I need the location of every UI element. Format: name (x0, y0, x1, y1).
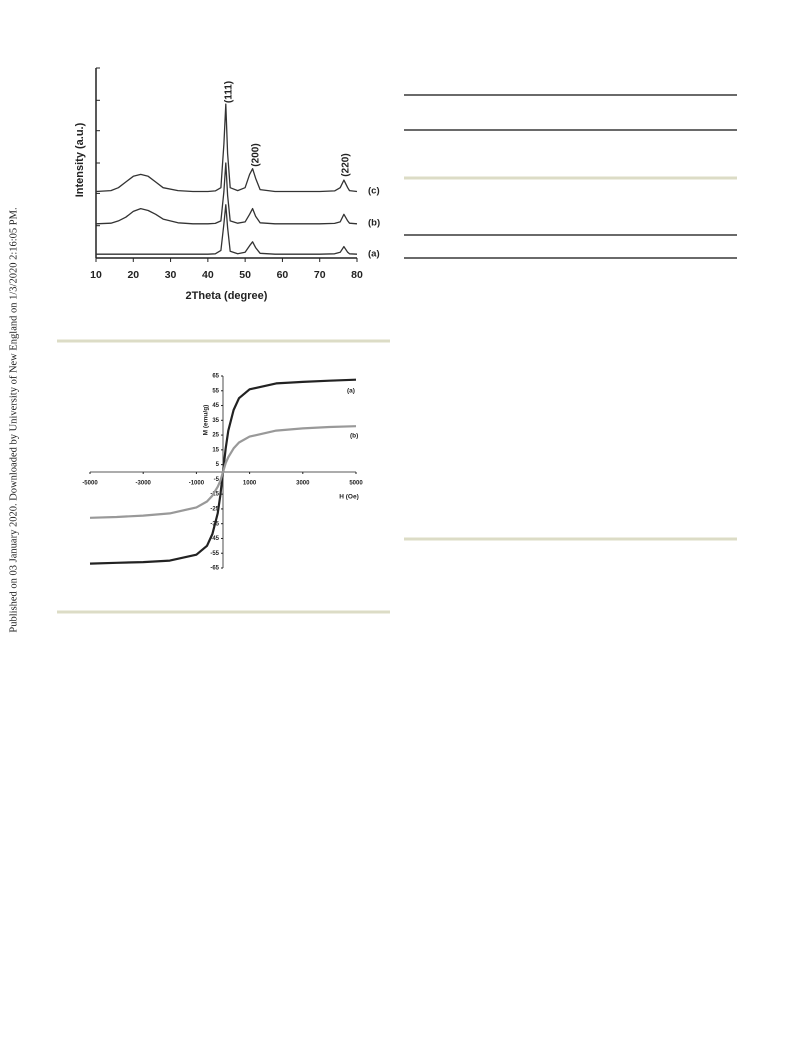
x-tick-label: 50 (239, 269, 251, 281)
curve-label: (c) (368, 186, 380, 197)
y-tick-label: 55 (212, 388, 219, 394)
x-tick-label: -3000 (136, 481, 152, 487)
y-tick-label: 25 (212, 433, 219, 439)
curve (95, 162, 358, 225)
y-axis-label: M (emu/g) (203, 405, 210, 436)
y-tick-label: -5 (214, 477, 220, 483)
x-tick-label: 30 (165, 269, 177, 281)
x-tick-label: 1000 (243, 481, 257, 487)
peak-label: (111) (224, 81, 235, 103)
x-tick-label: -1000 (189, 481, 205, 487)
x-tick-label: 10 (90, 269, 102, 281)
y-tick-label: 15 (212, 447, 219, 453)
y-tick-label: -25 (210, 507, 219, 513)
x-tick-label: 3000 (296, 481, 310, 487)
y-tick-label: 45 (212, 403, 219, 409)
curve (89, 425, 357, 519)
x-axis-label: 2Theta (degree) (186, 290, 268, 302)
peak-label: (200) (251, 143, 262, 166)
y-tick-label: -15 (210, 492, 219, 498)
curve-label: (b) (368, 218, 380, 229)
y-tick-label: 5 (216, 462, 220, 468)
curve-label: (a) (368, 249, 380, 260)
x-tick-label: 5000 (349, 481, 363, 487)
x-tick-label: 20 (127, 269, 139, 281)
x-tick-label: 40 (202, 269, 214, 281)
y-tick-label: 35 (212, 418, 219, 424)
x-tick-label: 60 (277, 269, 289, 281)
y-tick-label: -55 (210, 551, 219, 557)
x-axis-label: H (Oe) (339, 494, 359, 501)
curve (96, 204, 358, 255)
curve-label: (a) (347, 388, 355, 395)
x-tick-label: -5000 (82, 481, 98, 487)
x-tick-label: 80 (351, 269, 363, 281)
side-note: Published on 03 January 2020. Downloaded… (8, 207, 19, 632)
y-axis-label: Intensity (a.u.) (74, 122, 86, 197)
peak-label: (220) (341, 153, 352, 176)
y-tick-label: -65 (210, 566, 219, 572)
y-tick-label: 65 (212, 374, 219, 380)
x-tick-label: 70 (314, 269, 326, 281)
curve (95, 103, 358, 193)
y-tick-label: -45 (210, 536, 219, 542)
curve-label: (b) (350, 433, 358, 440)
